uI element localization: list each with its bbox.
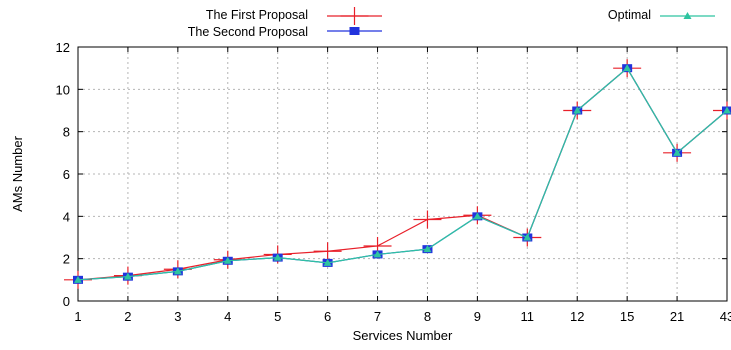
x-tick-label: 2	[124, 309, 131, 324]
legend-label-second: The Second Proposal	[188, 25, 308, 39]
series-line-optimal	[77, 67, 728, 281]
legend-sample-second	[327, 27, 382, 35]
series-second	[73, 64, 731, 284]
legend-marker	[683, 12, 692, 19]
data-point-first	[413, 210, 442, 229]
legend: The First Proposal The Second Proposal O…	[188, 7, 715, 39]
legend-label-first: The First Proposal	[206, 8, 308, 22]
x-tick-label: 15	[620, 309, 634, 324]
x-tick-label: 6	[324, 309, 331, 324]
y-tick-label: 4	[63, 209, 70, 224]
data-point-optimal	[273, 253, 282, 261]
data-point-optimal	[123, 272, 132, 280]
data-point-optimal	[473, 212, 482, 220]
series-optimal	[74, 64, 731, 283]
data-point-optimal	[523, 233, 532, 241]
legend-sample-optimal	[660, 12, 715, 19]
data-point-optimal	[673, 148, 682, 156]
legend-label-optimal: Optimal	[608, 8, 651, 22]
y-tick-label: 10	[56, 82, 70, 97]
x-tick-label: 5	[274, 309, 281, 324]
legend-item-second: The Second Proposal	[188, 25, 382, 39]
x-tick-label: 21	[670, 309, 684, 324]
data-point-optimal	[173, 267, 182, 275]
y-axis-label: AMs Number	[10, 135, 25, 212]
x-tick-label: 9	[474, 309, 481, 324]
x-tick-label: 8	[424, 309, 431, 324]
x-tick-label: 11	[521, 309, 535, 324]
y-tick-label: 0	[63, 294, 70, 309]
data-point-optimal	[223, 256, 232, 264]
y-tick-label: 8	[63, 125, 70, 140]
x-tick-label: 3	[174, 309, 181, 324]
series	[64, 59, 731, 289]
x-tick-label: 7	[374, 309, 381, 324]
legend-marker	[349, 27, 360, 35]
y-tick-label: 6	[63, 167, 70, 182]
grid	[78, 47, 727, 301]
x-tick-label: 4	[224, 309, 231, 324]
data-point-first	[313, 242, 342, 261]
data-point-optimal	[623, 64, 632, 72]
data-point-optimal	[423, 245, 432, 253]
x-axis-label: Services Number	[353, 328, 453, 343]
x-tick-label: 43	[720, 309, 731, 324]
y-tick-label: 12	[56, 40, 70, 55]
data-point-optimal	[323, 258, 332, 266]
data-point-optimal	[74, 275, 82, 283]
legend-item-first: The First Proposal	[206, 7, 382, 25]
legend-marker	[340, 7, 369, 25]
data-point-optimal	[723, 106, 731, 114]
data-point-optimal	[573, 106, 582, 114]
x-tick-label: 12	[570, 309, 584, 324]
legend-sample-first	[327, 7, 382, 25]
data-point-optimal	[373, 250, 382, 258]
x-tick-label: 1	[74, 309, 81, 324]
y-tick-label: 2	[63, 252, 70, 267]
legend-item-optimal: Optimal	[608, 8, 715, 22]
